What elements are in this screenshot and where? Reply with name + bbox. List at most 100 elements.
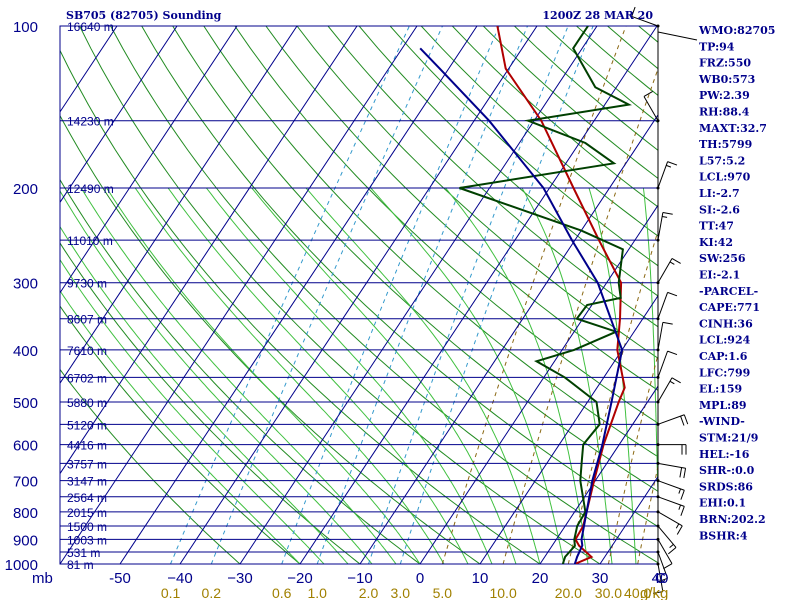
wind-barb-base (656, 443, 660, 447)
height-label: 3147 m (67, 475, 107, 489)
wind-barb-half-flag (669, 544, 674, 549)
wind-barb-flag (662, 321, 673, 325)
index-entry: TP:94 (699, 40, 735, 53)
wind-barb-half-flag (675, 523, 680, 529)
wind-barb-flag (683, 414, 689, 425)
wind-barb-staff (657, 480, 685, 491)
index-entry: LCL:970 (699, 171, 751, 184)
wind-barb (656, 550, 669, 583)
height-label: 16640 m (67, 20, 114, 34)
wind-barb-flag (631, 6, 636, 17)
wind-barb (656, 377, 681, 404)
index-entry: BRN:202.2 (699, 513, 766, 526)
wind-barb-staff (643, 96, 659, 121)
pressure-tick-label: 500 (13, 395, 38, 412)
wind-barb-base (656, 375, 660, 379)
index-entry: MPL:89 (699, 399, 747, 412)
wind-barb-base (656, 317, 660, 321)
pressure-tick-label: 200 (13, 181, 38, 198)
height-label: 5880 m (67, 396, 107, 410)
isotherm (60, 26, 358, 475)
index-entry: LFC:799 (699, 366, 750, 379)
wind-barb-staff (657, 292, 669, 319)
wind-barb-staff (657, 377, 673, 403)
wind-barb (631, 6, 660, 28)
isotherm (60, 26, 238, 294)
isotherm (539, 385, 658, 564)
wind-barb-base (656, 400, 660, 404)
wind-barb-base (656, 510, 660, 514)
mixing-ratio-tick-label: 0.2 (202, 585, 222, 600)
mixing-ratio-tick-label: 0.1 (161, 585, 181, 600)
wind-barb-half-flag (662, 215, 668, 218)
wind-barb (656, 461, 687, 479)
wind-barb-flag (652, 591, 663, 594)
index-entry: STM:21/9 (699, 432, 758, 445)
index-entry: CINH:36 (699, 317, 753, 330)
pressure-tick-label: 700 (13, 474, 38, 491)
wind-barb-staff (657, 511, 683, 527)
wind-barb-staff (631, 15, 659, 27)
axis-labels: SB705 (82705) Sounding 1200Z 28 MAR 20 m… (5, 9, 669, 600)
mixing-ratio-tick-label: 1.0 (307, 585, 327, 600)
temperature-tick-label: −40 (167, 570, 192, 587)
index-entry: FRZ:550 (699, 57, 751, 70)
height-label: 9730 m (67, 277, 107, 291)
pressure-unit-label: mb (32, 570, 53, 587)
height-label: 7610 m (67, 344, 107, 358)
wind-barb (656, 524, 677, 555)
index-entry: SI:-2.6 (699, 203, 740, 216)
index-entry: EHI:0.1 (699, 497, 746, 510)
index-entry: SHR-:0.0 (699, 464, 755, 477)
index-leader-line (657, 31, 698, 41)
wind-barbs (631, 6, 689, 594)
temperature-tick-label: 40 (652, 570, 669, 587)
index-entry: -PARCEL- (699, 285, 758, 298)
wind-barb-flag (667, 350, 678, 356)
temperature-tick-label: −10 (347, 570, 372, 587)
wind-barb (656, 350, 678, 379)
height-label: 3757 m (67, 457, 107, 471)
wind-barb-flag (680, 490, 685, 500)
index-entry: EI:-2.1 (699, 269, 740, 282)
height-label: 11010 m (67, 234, 113, 248)
pressure-tick-label: 1000 (5, 557, 38, 574)
index-entry: CAPE:771 (699, 301, 760, 314)
wind-barb-flag (668, 547, 677, 555)
wind-barb-staff (657, 212, 664, 241)
chart-valid-time: 1200Z 28 MAR 20 (542, 9, 653, 22)
index-entry: LI:-2.7 (699, 187, 740, 200)
mixing-ratio-tick-label: 20.0 (555, 585, 582, 600)
isotherm (419, 204, 658, 564)
wind-barb-base (656, 186, 660, 190)
height-label: 531 m (67, 546, 100, 560)
wind-barb-flag (667, 291, 678, 297)
index-entry: MAXT:32.7 (699, 122, 767, 135)
height-label: 1003 m (67, 533, 107, 547)
wind-barb-staff (657, 525, 677, 548)
wind-barb-staff (657, 496, 685, 507)
index-entry: RH:88.4 (699, 106, 750, 119)
temperature-tick-label: −20 (287, 570, 312, 587)
pressure-tick-label: 100 (13, 19, 38, 36)
wind-barb (656, 258, 681, 285)
wind-barb-flag (676, 525, 683, 535)
index-entry: L57:5.2 (699, 154, 745, 167)
wind-barb-base (656, 562, 660, 566)
wind-barb-staff (657, 539, 673, 564)
isotherm (60, 26, 178, 204)
wind-barb-flag (663, 563, 673, 570)
mixing-ratio-tick-label: 10.0 (489, 585, 516, 600)
wind-barb-staff (657, 350, 669, 378)
mixing-ratio-tick-label: 3.0 (391, 585, 411, 600)
wind-barb-staff (657, 414, 685, 425)
height-label: 14230 m (67, 115, 114, 129)
index-entry: SW:256 (699, 252, 746, 265)
pressure-tick-label: 300 (13, 276, 38, 293)
wind-barb-flag (683, 468, 687, 479)
wind-barb (656, 291, 678, 321)
wind-barb-staff (657, 322, 664, 350)
wind-barb-flag (680, 415, 685, 426)
